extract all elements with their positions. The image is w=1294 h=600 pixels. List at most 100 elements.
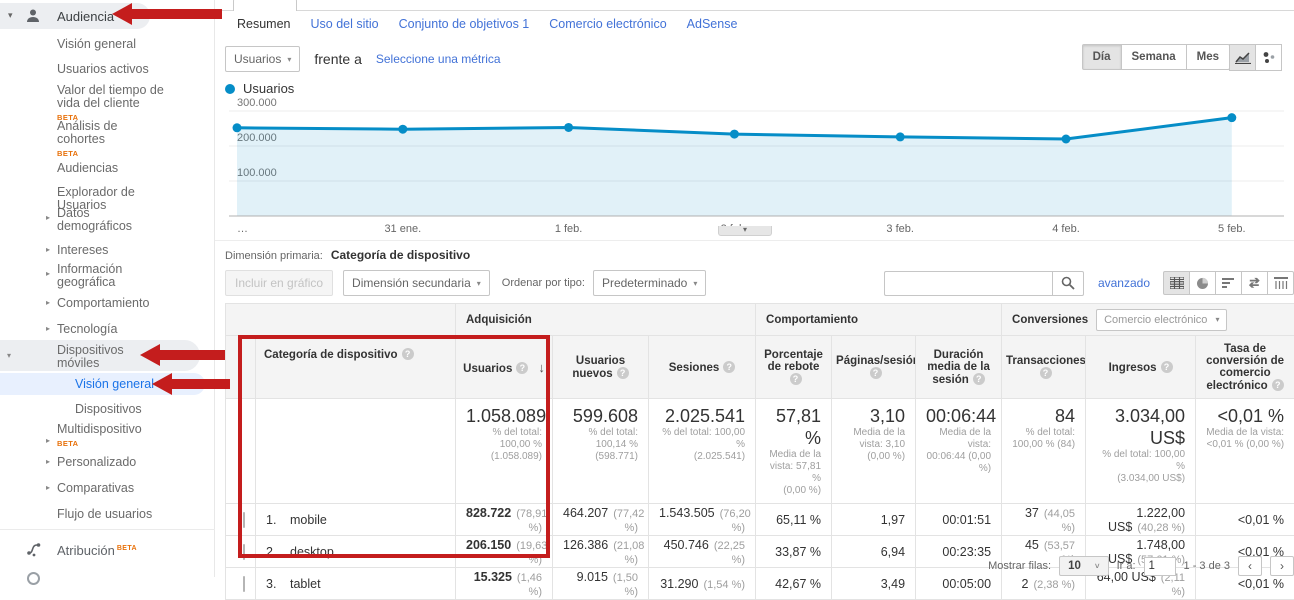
rows-per-page-select[interactable]: 10 ˅ xyxy=(1059,556,1108,576)
help-icon[interactable]: ? xyxy=(1161,361,1173,373)
sidebar-item-comportamiento[interactable]: Comportamiento xyxy=(57,297,149,310)
device-category-value: tablet xyxy=(290,577,321,591)
help-icon[interactable]: ? xyxy=(1272,379,1284,391)
annotation-arrow-vision-general xyxy=(152,373,230,395)
chevron-right-icon[interactable]: ▸ xyxy=(46,245,50,254)
primary-dimension-value[interactable]: Categoría de dispositivo xyxy=(331,248,470,262)
sidebar-item-comparativas[interactable]: Comparativas xyxy=(57,482,134,495)
chevron-down-icon: ▾ xyxy=(693,279,697,288)
help-icon[interactable]: ? xyxy=(870,367,882,379)
active-report-tab[interactable] xyxy=(233,0,297,11)
column-header-rebote[interactable]: Porcentaje de rebote? xyxy=(756,336,832,399)
tab-resumen[interactable]: Resumen xyxy=(237,17,291,31)
granularity-month-button[interactable]: Mes xyxy=(1186,44,1230,70)
legend-label: Usuarios xyxy=(243,81,294,96)
sidebar-item-dispositivos[interactable]: Dispositivos xyxy=(75,403,142,416)
chevron-right-icon[interactable]: ▸ xyxy=(46,324,50,333)
prev-page-button[interactable]: ‹ xyxy=(1238,556,1262,576)
column-header-sesiones[interactable]: Sesiones? xyxy=(649,336,756,399)
svg-text:4 feb.: 4 feb. xyxy=(1052,223,1080,235)
search-input[interactable] xyxy=(884,271,1052,296)
group-comportamiento: Comportamiento xyxy=(756,304,1002,336)
help-icon[interactable]: ? xyxy=(723,361,735,373)
annotation-box-device-columns xyxy=(238,335,550,558)
chevron-right-icon[interactable]: ▸ xyxy=(46,483,50,492)
sidebar-item-personalizado[interactable]: Personalizado xyxy=(57,456,136,469)
annotations-expander[interactable]: ▾ xyxy=(718,226,772,236)
total-transacciones: 84% del total: 100,00 % (84) xyxy=(1002,399,1086,504)
goto-page-input[interactable] xyxy=(1144,557,1176,576)
pivot-view-icon[interactable] xyxy=(1267,271,1294,295)
chart-legend: Usuarios xyxy=(225,81,294,96)
granularity-day-button[interactable]: Día xyxy=(1082,44,1122,70)
granularity-week-button[interactable]: Semana xyxy=(1121,44,1187,70)
secondary-dimension-dropdown[interactable]: Dimensión secundaria ▾ xyxy=(343,270,490,296)
annotation-arrow-dispositivos-moviles xyxy=(140,344,225,366)
select-metric-link[interactable]: Seleccione una métrica xyxy=(376,52,501,66)
comparison-view-icon[interactable] xyxy=(1241,271,1268,295)
chevron-right-icon[interactable]: ▸ xyxy=(46,298,50,307)
sidebar-item-intereses[interactable]: Intereses xyxy=(57,244,108,257)
tab-bar-rule xyxy=(215,10,1294,11)
chevron-right-icon[interactable]: ▸ xyxy=(46,213,50,222)
chevron-down-icon[interactable]: ▾ xyxy=(8,10,13,21)
total-rebote: 57,81 %Media de la vista: 57,81 %(0,00 %… xyxy=(756,399,832,504)
chevron-down-icon[interactable]: ▾ xyxy=(7,351,11,360)
line-chart-icon[interactable] xyxy=(1229,44,1256,71)
column-header-paginas-sesion[interactable]: Páginas/sesión? xyxy=(832,336,916,399)
help-icon[interactable]: ? xyxy=(790,373,802,385)
tab-adsense[interactable]: AdSense xyxy=(687,17,738,31)
plot-rows-button[interactable]: Incluir en gráfico xyxy=(225,270,333,296)
advanced-filter-link[interactable]: avanzado xyxy=(1098,276,1150,290)
section-divider xyxy=(215,240,1294,241)
partial-bottom-icon xyxy=(27,572,40,585)
column-header-tasa-conversion[interactable]: Tasa de conversión de comercio electróni… xyxy=(1196,336,1294,399)
percentage-view-icon[interactable] xyxy=(1189,271,1216,295)
vs-label: frente a xyxy=(314,51,361,67)
tab-comercio-electronico[interactable]: Comercio electrónico xyxy=(549,17,666,31)
data-view-icon[interactable] xyxy=(1163,271,1190,295)
beta-badge: BETA xyxy=(117,545,137,552)
column-header-ingresos[interactable]: Ingresos? xyxy=(1086,336,1196,399)
chevron-right-icon[interactable]: ▸ xyxy=(46,436,50,445)
sidebar-divider xyxy=(0,529,215,530)
sidebar-item-informacion-geografica[interactable]: Información geográfica xyxy=(57,263,162,289)
sort-type-label: Ordenar por tipo: xyxy=(502,277,585,289)
tab-uso-del-sitio[interactable]: Uso del sitio xyxy=(311,17,379,31)
column-header-duracion[interactable]: Duración media de la sesión? xyxy=(916,336,1002,399)
sidebar-item-audiencias[interactable]: Audiencias xyxy=(57,162,118,175)
svg-text:5 feb.: 5 feb. xyxy=(1218,223,1246,235)
row-checkbox[interactable] xyxy=(243,576,245,592)
sidebar-item-valor-tiempo-vida[interactable]: Valor del tiempo de vida del cliente BET… xyxy=(57,84,172,124)
next-page-button[interactable]: › xyxy=(1270,556,1294,576)
sidebar-item-vision-general-moviles[interactable]: Visión general xyxy=(75,378,154,391)
sidebar-section-audiencia[interactable]: Audiencia xyxy=(57,9,114,24)
metric-dropdown[interactable]: Usuarios ▾ xyxy=(225,46,300,72)
sidebar-item-multidispositivo[interactable]: Multidispositivo BETA xyxy=(57,423,142,450)
chevron-right-icon[interactable]: ▸ xyxy=(46,269,50,278)
svg-text:3 feb.: 3 feb. xyxy=(886,223,914,235)
search-icon[interactable] xyxy=(1052,271,1084,296)
help-icon[interactable]: ? xyxy=(617,367,629,379)
conversions-type-dropdown[interactable]: Comercio electrónico ▾ xyxy=(1096,309,1227,331)
granularity-switch: Día Semana Mes xyxy=(1083,44,1230,70)
sidebar-item-usuarios-activos[interactable]: Usuarios activos xyxy=(57,63,149,76)
motion-chart-icon[interactable] xyxy=(1255,44,1282,71)
column-header-transacciones[interactable]: Transacciones? xyxy=(1002,336,1086,399)
sidebar-item-tecnologia[interactable]: Tecnología xyxy=(57,323,117,336)
sidebar-item-vision-general[interactable]: Visión general xyxy=(57,38,136,51)
sidebar-item-flujo-usuarios[interactable]: Flujo de usuarios xyxy=(57,508,152,521)
column-header-usuarios-nuevos[interactable]: Usuarios nuevos? xyxy=(553,336,649,399)
sort-type-dropdown[interactable]: Predeterminado ▾ xyxy=(593,270,706,296)
tab-conjunto-objetivos[interactable]: Conjunto de objetivos 1 xyxy=(399,17,530,31)
chevron-right-icon[interactable]: ▸ xyxy=(46,457,50,466)
sidebar-item-analisis-cohortes[interactable]: Análisis de cohortes BETA xyxy=(57,120,162,160)
performance-view-icon[interactable] xyxy=(1215,271,1242,295)
sidebar-item-datos-demograficos[interactable]: Datos demográficos xyxy=(57,207,162,233)
help-icon[interactable]: ? xyxy=(973,373,985,385)
annotation-arrow-audiencia xyxy=(112,3,222,25)
users-line-chart[interactable]: 300.000200.000100.000…31 ene.1 feb.2 feb… xyxy=(215,96,1294,244)
help-icon[interactable]: ? xyxy=(1040,367,1052,379)
